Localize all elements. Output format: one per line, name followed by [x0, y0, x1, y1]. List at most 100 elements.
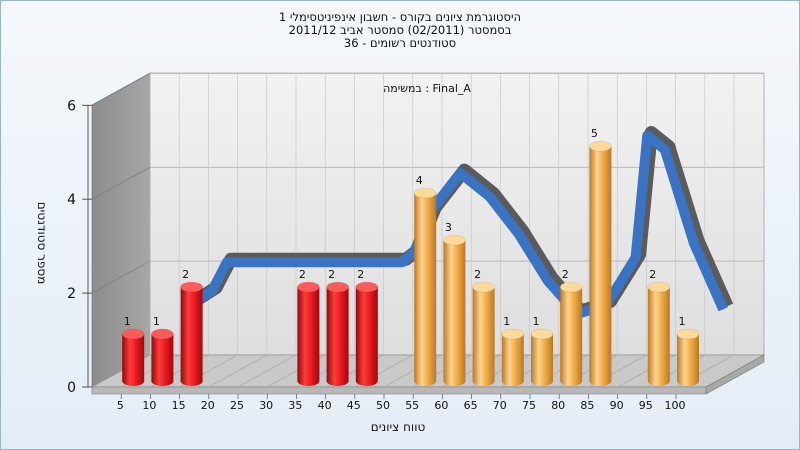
- trend-line: [180, 126, 734, 319]
- bar-top: [501, 328, 525, 340]
- bar-top: [121, 328, 145, 340]
- x-tick-label: 40: [318, 399, 332, 412]
- y-tick-label: 2: [67, 286, 76, 302]
- chart-subtitle: במשימה : Final_A: [383, 82, 471, 95]
- grid-line-left: [91, 73, 151, 106]
- chart-title-line-1: היסטוגרמת ציונים בקורס - חשבון אינפיניטס…: [278, 10, 522, 24]
- bar-value-label: 3: [445, 221, 452, 234]
- bar-body: [443, 240, 466, 387]
- x-tick-label: 60: [434, 399, 448, 412]
- y-tick-label: 4: [67, 192, 76, 208]
- bar-body: [589, 146, 612, 387]
- bar-top: [559, 281, 583, 293]
- bar-value-label: 1: [533, 315, 540, 328]
- x-tick-label: 15: [172, 399, 186, 412]
- bar-value-label: 1: [124, 315, 131, 328]
- y-tick-label: 0: [67, 380, 76, 396]
- bar: 2: [297, 268, 320, 387]
- x-tick-label: 90: [610, 399, 624, 412]
- bar-body: [472, 287, 495, 387]
- bar: 1: [501, 315, 525, 387]
- x-tick-label: 100: [665, 399, 686, 412]
- bar: 2: [472, 268, 495, 387]
- bar: 1: [151, 315, 174, 387]
- bar-top: [530, 328, 554, 340]
- x-tick-label: 35: [288, 399, 302, 412]
- x-tick-label: 10: [142, 399, 156, 412]
- x-axis: 5 10 15 20 25 30 35 40 45 50 55 60 65 70 75 80 85 90 95 100: [117, 394, 686, 412]
- bar-body: [414, 193, 437, 387]
- bar-value-label: 5: [591, 127, 598, 140]
- bar-body: [647, 287, 670, 387]
- bar: 5: [589, 127, 612, 387]
- bar-top: [297, 281, 320, 293]
- bar-value-label: 2: [328, 268, 335, 281]
- bar-value-label: 2: [357, 268, 364, 281]
- bar: 3: [443, 221, 466, 387]
- y-tick-label: 6: [67, 98, 76, 114]
- bar-value-label: 4: [416, 174, 423, 187]
- bar-value-label: 2: [182, 268, 189, 281]
- chart-title-line-2: בסמסטר (02/2011) סמסטר אביב 2011/12: [288, 23, 512, 37]
- bar-value-label: 2: [649, 268, 656, 281]
- bar-body: [122, 334, 145, 387]
- bar-value-label: 2: [299, 268, 306, 281]
- bar-top: [647, 281, 671, 293]
- bar: 1: [676, 315, 700, 386]
- x-tick-label: 50: [376, 399, 390, 412]
- trend-line-ribbon: [180, 130, 728, 319]
- x-tick-label: 85: [580, 399, 594, 412]
- bar: 2: [355, 268, 379, 387]
- bar-top: [355, 281, 379, 293]
- bar: 1: [530, 315, 554, 386]
- bar-top: [151, 328, 174, 340]
- chart-front-floor-edge: [91, 386, 707, 395]
- grid-line-floor: [237, 354, 297, 388]
- bar: 2: [180, 268, 203, 387]
- bar-body: [151, 334, 174, 387]
- bar-body: [297, 287, 320, 387]
- x-tick-label: 80: [551, 399, 565, 412]
- bar-body: [560, 287, 583, 387]
- x-axis-title: טווח ציונים: [371, 420, 426, 434]
- bar-body: [531, 334, 553, 386]
- bar-body: [355, 287, 378, 387]
- x-tick-label: 20: [201, 399, 215, 412]
- bar-body: [326, 287, 349, 387]
- bar-top: [589, 140, 612, 152]
- bar-top: [326, 281, 349, 293]
- bar-body: [180, 287, 203, 387]
- bar: 1: [121, 315, 145, 387]
- grid-line-left: [91, 260, 151, 294]
- chart-title-line-3: סטודנטים רשומים - 36: [343, 36, 457, 50]
- bar-top: [413, 187, 437, 199]
- bar-body: [677, 334, 699, 386]
- x-tick-label: 55: [405, 399, 419, 412]
- bar-top: [472, 281, 495, 293]
- bar-value-label: 2: [474, 268, 481, 281]
- y-axis-title: מספר סטודנטים: [35, 202, 49, 285]
- bar-top: [180, 281, 203, 293]
- grid-line-floor: [208, 354, 267, 388]
- bar-top: [443, 234, 466, 246]
- x-tick-label: 75: [522, 399, 536, 412]
- bar: 2: [647, 268, 671, 387]
- x-tick-label: 5: [117, 399, 124, 412]
- bar-value-label: 1: [679, 315, 686, 328]
- bar-value-label: 1: [503, 315, 510, 328]
- x-tick-label: 95: [639, 399, 653, 412]
- chart-right-floor-edge: [705, 354, 765, 395]
- bars: 1 1 2 2 2 2 4 3 2 1 1 2 5 2 1: [121, 127, 700, 387]
- bar-top: [676, 328, 700, 340]
- bar-value-label: 2: [562, 268, 569, 281]
- x-tick-label: 25: [230, 399, 244, 412]
- bar-body: [501, 334, 524, 387]
- bar: 4: [413, 174, 437, 387]
- bar: 2: [326, 268, 349, 387]
- x-tick-label: 30: [259, 399, 273, 412]
- x-tick-label: 65: [464, 399, 478, 412]
- bar: 2: [559, 268, 583, 387]
- x-tick-label: 45: [347, 399, 361, 412]
- x-tick-label: 70: [493, 399, 507, 412]
